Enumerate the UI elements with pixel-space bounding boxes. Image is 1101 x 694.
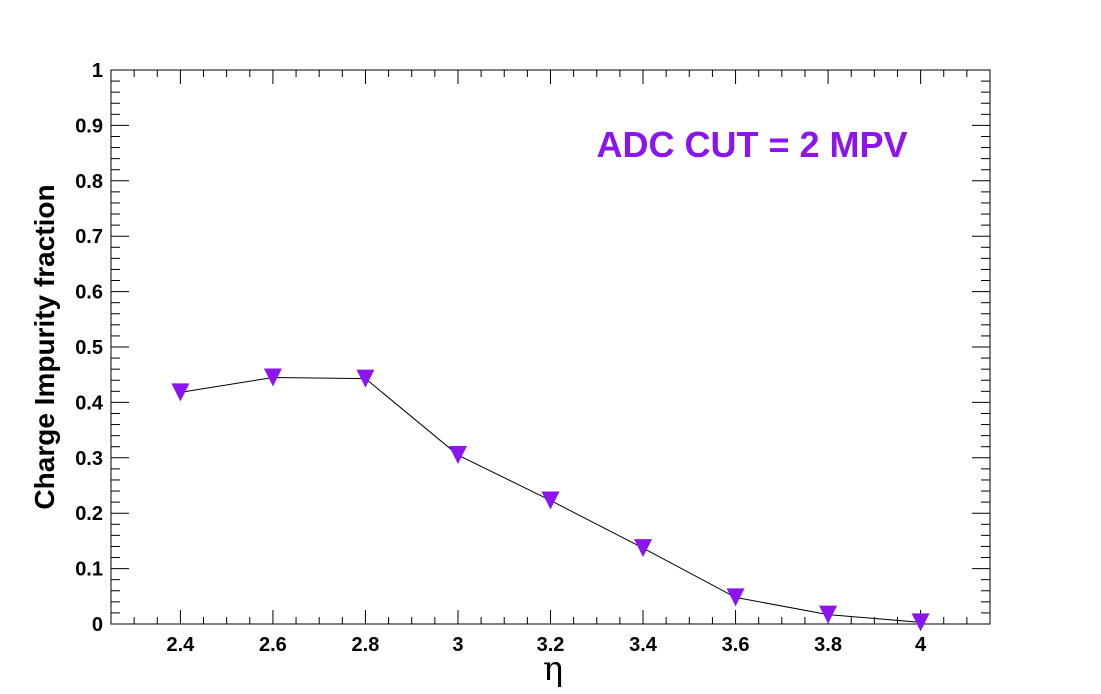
x-tick-label: 2.6 bbox=[259, 634, 287, 656]
y-tick-label: 0.4 bbox=[75, 392, 104, 414]
y-axis-title: Charge Impurity fraction bbox=[29, 184, 60, 509]
y-tick-label: 0.7 bbox=[75, 226, 103, 248]
y-tick-labels: 0 0.1 0.2 0.3 0.4 0.5 0.6 0.7 0.8 0.9 1 bbox=[75, 60, 104, 636]
data-point bbox=[541, 491, 560, 510]
data-point bbox=[634, 539, 653, 558]
y-tick-label: 0.9 bbox=[75, 115, 103, 137]
x-tick-label: 3 bbox=[452, 634, 463, 656]
y-tick-label: 0.8 bbox=[75, 171, 103, 193]
data-point bbox=[726, 588, 745, 607]
x-tick-label: 4 bbox=[915, 634, 927, 656]
x-axis-title: η bbox=[543, 649, 563, 689]
y-tick-label: 0.5 bbox=[75, 337, 103, 359]
y-tick-label: 0.6 bbox=[75, 282, 103, 304]
data-point bbox=[263, 368, 282, 387]
data-point bbox=[911, 613, 930, 632]
y-tick-label: 0.3 bbox=[75, 448, 103, 470]
y-tick-label: 0.2 bbox=[75, 503, 103, 525]
data-point bbox=[171, 383, 190, 402]
data-point bbox=[819, 605, 838, 624]
x-tick-label: 2.4 bbox=[166, 634, 195, 656]
axis-ticks bbox=[110, 69, 991, 625]
y-tick-label: 0.1 bbox=[75, 559, 103, 581]
y-tick-label: 0 bbox=[92, 614, 103, 636]
x-tick-label: 3.6 bbox=[722, 634, 750, 656]
data-point bbox=[356, 369, 375, 388]
annotation-label: ADC CUT = 2 MPV bbox=[596, 124, 907, 165]
y-tick-label: 1 bbox=[92, 60, 103, 82]
x-tick-labels: 2.4 2.6 2.8 3 3.2 3.4 3.6 3.8 4 bbox=[166, 634, 927, 656]
x-tick-label: 3.8 bbox=[814, 634, 842, 656]
data-point bbox=[448, 446, 467, 465]
x-tick-label: 2.8 bbox=[352, 634, 380, 656]
x-tick-label: 3.4 bbox=[629, 634, 658, 656]
data-series bbox=[171, 368, 930, 632]
x-tick-label: 3.2 bbox=[537, 634, 565, 656]
